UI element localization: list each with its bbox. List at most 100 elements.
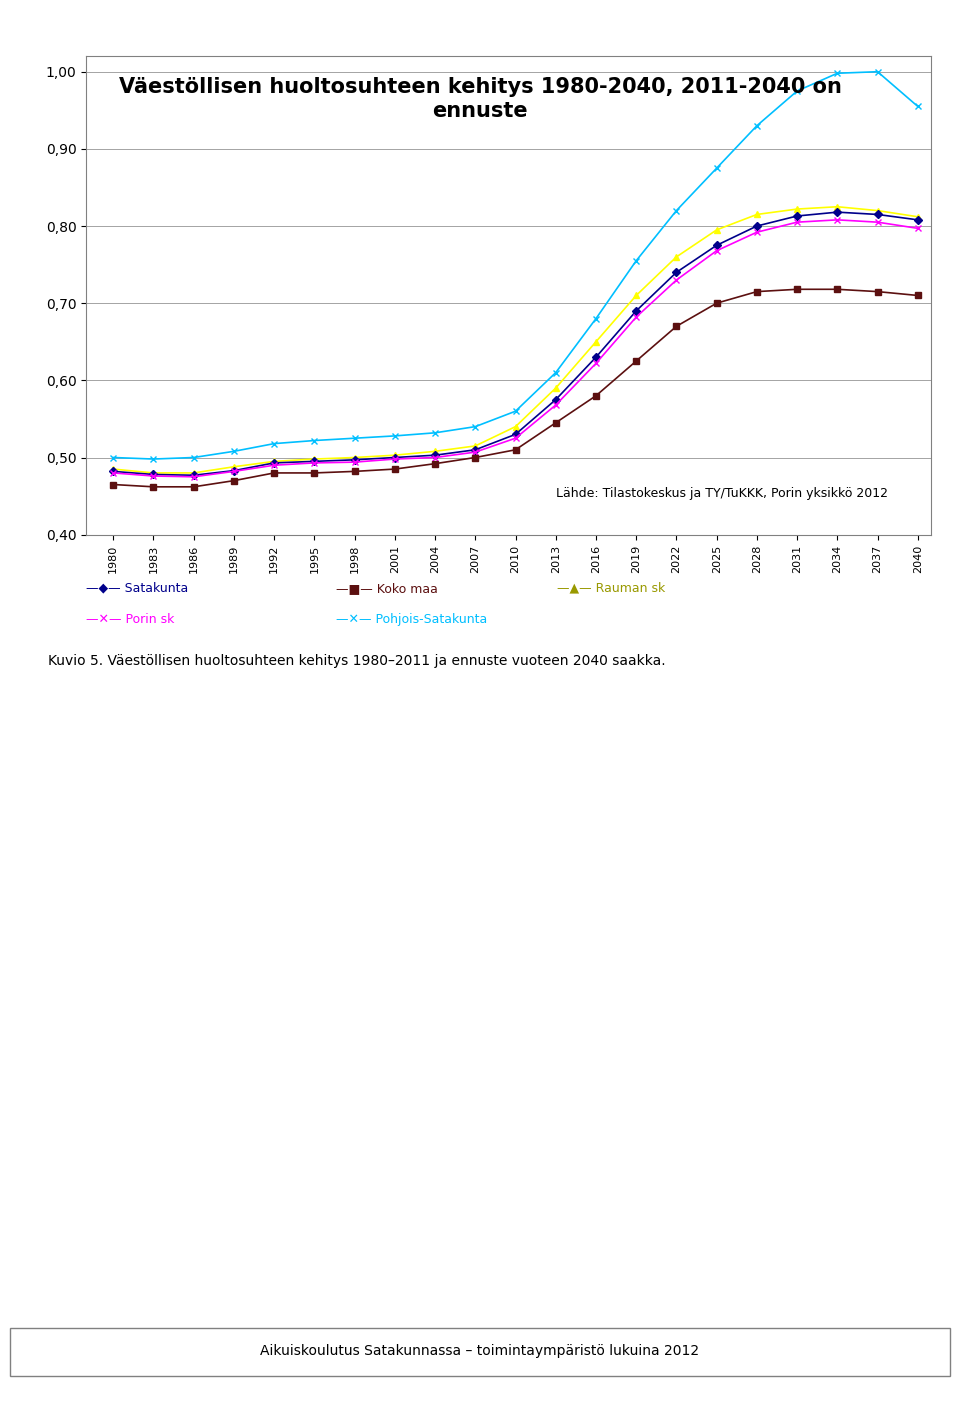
Rauman sk [550, 380, 562, 397]
Satakunta [550, 391, 562, 408]
Porin sk [631, 308, 642, 325]
Text: —■— Koko maa: —■— Koko maa [336, 581, 438, 595]
Rauman sk [269, 453, 280, 470]
Pohjois-Satakunta [429, 425, 441, 442]
Rauman sk [510, 418, 521, 435]
Pohjois-Satakunta [550, 364, 562, 381]
Line: Rauman sk: Rauman sk [109, 203, 922, 477]
Satakunta [148, 466, 159, 483]
Pohjois-Satakunta [348, 429, 360, 446]
Pohjois-Satakunta [308, 432, 320, 449]
Satakunta [631, 303, 642, 319]
Koko maa [671, 318, 683, 335]
Text: Kuvio 5. Väestöllisen huoltosuhteen kehitys 1980–2011 ja ennuste vuoteen 2040 sa: Kuvio 5. Väestöllisen huoltosuhteen kehi… [48, 654, 665, 668]
Rauman sk [912, 208, 924, 225]
Pohjois-Satakunta [510, 402, 521, 419]
Text: Väestöllisen huoltosuhteen kehitys 1980-2040, 2011-2040 on
ennuste: Väestöllisen huoltosuhteen kehitys 1980-… [119, 77, 841, 121]
Satakunta [269, 454, 280, 471]
Pohjois-Satakunta [631, 252, 642, 269]
Porin sk [872, 214, 883, 231]
Pohjois-Satakunta [711, 160, 723, 177]
Rauman sk [631, 287, 642, 304]
Koko maa [308, 464, 320, 481]
Rauman sk [590, 333, 602, 350]
Text: —✕— Pohjois-Satakunta: —✕— Pohjois-Satakunta [336, 612, 488, 626]
Satakunta [912, 211, 924, 228]
Koko maa [429, 456, 441, 473]
Pohjois-Satakunta [831, 65, 843, 82]
Text: —◆— Satakunta: —◆— Satakunta [86, 581, 189, 595]
Text: Aikuiskoulutus Satakunnassa – toimintaympäristö lukuina 2012: Aikuiskoulutus Satakunnassa – toimintaym… [260, 1344, 700, 1358]
Satakunta [872, 205, 883, 222]
Satakunta [429, 447, 441, 464]
Pohjois-Satakunta [188, 449, 200, 466]
Pohjois-Satakunta [389, 428, 400, 445]
Satakunta [671, 265, 683, 281]
Porin sk [389, 450, 400, 467]
Porin sk [510, 429, 521, 446]
Porin sk [751, 224, 762, 241]
Porin sk [348, 453, 360, 470]
Koko maa [751, 283, 762, 300]
Porin sk [188, 469, 200, 485]
Koko maa [791, 281, 803, 298]
Koko maa [148, 478, 159, 495]
Koko maa [269, 464, 280, 481]
Porin sk [429, 449, 441, 466]
Rauman sk [872, 203, 883, 219]
FancyBboxPatch shape [10, 1328, 950, 1376]
Porin sk [469, 443, 481, 460]
Koko maa [228, 473, 240, 490]
Satakunta [308, 453, 320, 470]
Porin sk [671, 272, 683, 288]
Pohjois-Satakunta [791, 83, 803, 100]
Porin sk [590, 355, 602, 371]
Satakunta [389, 449, 400, 466]
Porin sk [269, 457, 280, 474]
Pohjois-Satakunta [269, 435, 280, 452]
Text: —✕— Porin sk: —✕— Porin sk [86, 612, 175, 626]
Rauman sk [348, 449, 360, 466]
Koko maa [912, 287, 924, 304]
Satakunta [590, 349, 602, 366]
Rauman sk [671, 249, 683, 266]
Pohjois-Satakunta [108, 449, 119, 466]
Satakunta [348, 452, 360, 469]
Line: Porin sk: Porin sk [109, 217, 922, 480]
Rauman sk [108, 460, 119, 477]
Rauman sk [188, 464, 200, 481]
Satakunta [108, 463, 119, 480]
Pohjois-Satakunta [671, 203, 683, 219]
Satakunta [711, 236, 723, 253]
Pohjois-Satakunta [228, 443, 240, 460]
Satakunta [831, 204, 843, 221]
Pohjois-Satakunta [590, 310, 602, 326]
Rauman sk [389, 447, 400, 464]
Porin sk [831, 211, 843, 228]
Satakunta [188, 467, 200, 484]
Line: Koko maa: Koko maa [109, 286, 922, 490]
Koko maa [550, 414, 562, 431]
Koko maa [188, 478, 200, 495]
Koko maa [872, 283, 883, 300]
Porin sk [108, 464, 119, 481]
Porin sk [308, 454, 320, 471]
Satakunta [751, 218, 762, 235]
Koko maa [108, 476, 119, 492]
Koko maa [389, 460, 400, 477]
Rauman sk [791, 201, 803, 218]
Rauman sk [751, 205, 762, 222]
Pohjois-Satakunta [148, 450, 159, 467]
Text: Lähde: Tilastokeskus ja TY/TuKKK, Porin yksikkö 2012: Lähde: Tilastokeskus ja TY/TuKKK, Porin … [556, 487, 888, 499]
Koko maa [631, 353, 642, 370]
Koko maa [831, 281, 843, 298]
Rauman sk [228, 459, 240, 476]
Pohjois-Satakunta [751, 117, 762, 134]
Porin sk [228, 463, 240, 480]
Satakunta [469, 442, 481, 459]
Koko maa [711, 294, 723, 311]
Rauman sk [831, 198, 843, 215]
Pohjois-Satakunta [872, 63, 883, 80]
Satakunta [791, 208, 803, 225]
Rauman sk [308, 450, 320, 467]
